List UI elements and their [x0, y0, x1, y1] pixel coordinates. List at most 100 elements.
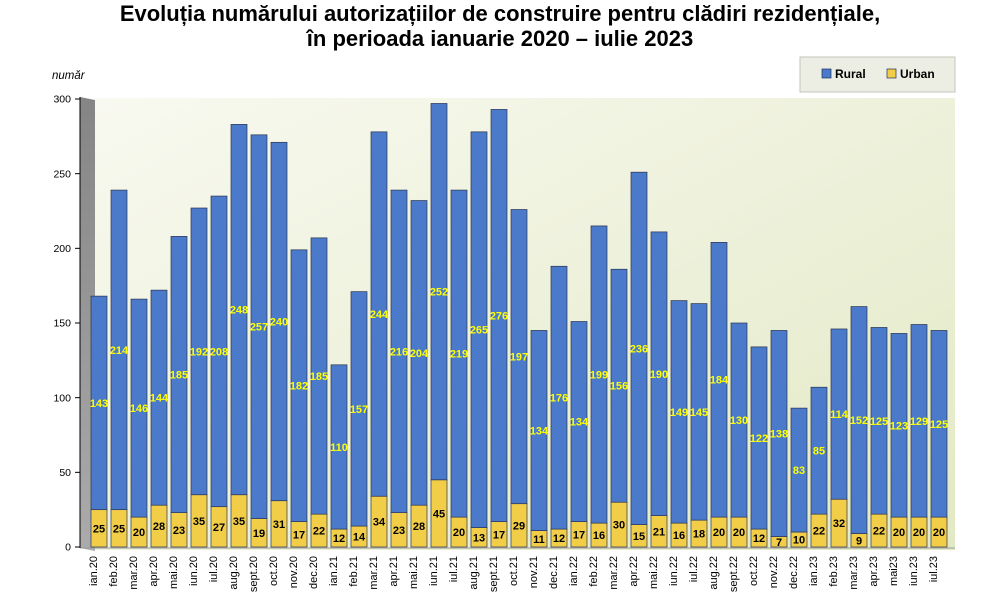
data-label-urban: 14: [353, 532, 366, 544]
y-axis-title: număr: [52, 70, 86, 82]
x-tick-label: iul.21: [448, 556, 460, 582]
data-label-rural: 83: [793, 465, 805, 477]
y-tick-label: 100: [53, 392, 71, 404]
data-label-rural: 185: [170, 370, 188, 382]
x-tick-label: mar.22: [608, 556, 620, 590]
data-label-rural: 190: [650, 369, 668, 381]
data-label-urban: 34: [373, 517, 386, 529]
data-label-urban: 20: [133, 527, 145, 539]
x-tick-label: mar.20: [128, 556, 140, 590]
x-tick-label: apr.22: [628, 556, 640, 587]
x-tick-label: aug.22: [708, 556, 720, 590]
legend-swatch-urban: [886, 68, 897, 79]
data-label-urban: 15: [633, 531, 645, 543]
x-tick-label: dec.22: [788, 556, 800, 589]
bar-segment-rural: [590, 225, 608, 524]
y-tick-label: 50: [59, 467, 71, 479]
data-label-rural: 129: [910, 416, 928, 428]
data-label-urban: 22: [873, 526, 885, 538]
data-label-urban: 22: [813, 526, 825, 538]
bar-segment-rural: [130, 298, 148, 518]
data-label-urban: 20: [913, 527, 925, 539]
data-label-rural: 110: [330, 442, 348, 454]
bar-segment-rural: [730, 322, 748, 518]
data-label-urban: 31: [273, 519, 285, 531]
data-label-rural: 240: [270, 317, 288, 329]
x-tick-label: aug.21: [468, 556, 480, 590]
x-tick-label: mai.22: [648, 556, 660, 589]
legend: Rural Urban: [799, 56, 956, 93]
bar-segment-rural: [610, 268, 628, 503]
y-tick-label: 300: [53, 94, 71, 106]
data-label-rural: 149: [670, 407, 688, 419]
bar-segment-rural: [530, 330, 548, 531]
data-label-urban: 12: [753, 533, 765, 545]
x-tick-label: ian.22: [568, 556, 580, 586]
bar-segment-rural: [790, 407, 808, 533]
bar-segment-rural: [410, 200, 428, 506]
bar-segment-rural: [210, 195, 228, 508]
data-label-rural: 146: [130, 403, 148, 415]
data-label-urban: 16: [673, 530, 685, 542]
x-tick-label: nov.20: [288, 556, 300, 588]
data-label-urban: 29: [513, 520, 525, 532]
data-labels-layer: 1432521425146201442818523192352082724835…: [90, 287, 948, 549]
x-tick-label: dec.20: [308, 556, 320, 589]
data-label-rural: 276: [490, 311, 508, 323]
x-tick-label: sept.20: [248, 556, 260, 592]
data-label-urban: 16: [593, 530, 605, 542]
data-label-rural: 134: [570, 417, 589, 429]
bar-segment-rural: [430, 103, 448, 481]
bar-segment-rural: [930, 330, 948, 518]
data-label-rural: 85: [813, 446, 825, 458]
bar-segment-rural: [650, 231, 668, 516]
x-tick-label: iun.23: [908, 556, 920, 586]
data-label-urban: 7: [776, 537, 782, 549]
x-tick-label: oct.22: [748, 556, 760, 586]
x-tick-label: apr.20: [148, 556, 160, 587]
bar-segment-rural: [870, 327, 888, 515]
data-label-urban: 25: [113, 523, 125, 535]
chart-title-line-1: Evoluția numărului autorizațiilor de con…: [120, 1, 880, 26]
data-label-urban: 9: [856, 535, 862, 547]
bar-segment-rural: [330, 364, 348, 530]
legend-label-urban: Urban: [900, 67, 935, 81]
data-label-urban: 23: [393, 525, 405, 537]
x-tick-label: mar.23: [848, 556, 860, 590]
data-label-urban: 17: [293, 529, 305, 541]
data-label-rural: 134: [530, 426, 549, 438]
data-label-urban: 32: [833, 518, 845, 530]
data-label-urban: 35: [233, 516, 245, 528]
data-label-rural: 143: [90, 398, 108, 410]
data-label-rural: 184: [710, 375, 729, 387]
data-label-rural: 157: [350, 404, 368, 416]
data-label-rural: 192: [190, 346, 208, 358]
bar-segment-rural: [230, 124, 248, 496]
x-tick-label: iul.23: [928, 556, 940, 582]
y-tick-label: 0: [65, 542, 71, 554]
data-label-urban: 20: [713, 527, 725, 539]
data-label-urban: 17: [573, 529, 585, 541]
data-label-rural: 199: [590, 370, 608, 382]
data-label-rural: 144: [150, 393, 169, 405]
data-label-rural: 125: [930, 419, 948, 431]
bar-segment-rural: [390, 189, 408, 514]
bar-segment-rural: [350, 291, 368, 527]
bar-segment-rural: [490, 109, 508, 522]
bar-segment-rural: [890, 333, 908, 518]
data-label-rural: 219: [450, 349, 468, 361]
bar-segment-rural: [690, 303, 708, 521]
y-tick-label: 150: [53, 318, 71, 330]
x-tick-label: feb.21: [348, 556, 360, 587]
data-label-urban: 28: [413, 521, 425, 533]
data-label-rural: 244: [370, 309, 389, 321]
data-label-urban: 19: [253, 528, 265, 540]
x-tick-label: dec.21: [548, 556, 560, 589]
x-tick-label: aug.20: [228, 556, 240, 590]
bar-segment-rural: [310, 237, 328, 515]
data-label-rural: 138: [770, 429, 788, 441]
x-tick-label: sept.22: [728, 556, 740, 592]
bar-segment-rural: [570, 321, 588, 522]
data-label-urban: 25: [93, 523, 105, 535]
